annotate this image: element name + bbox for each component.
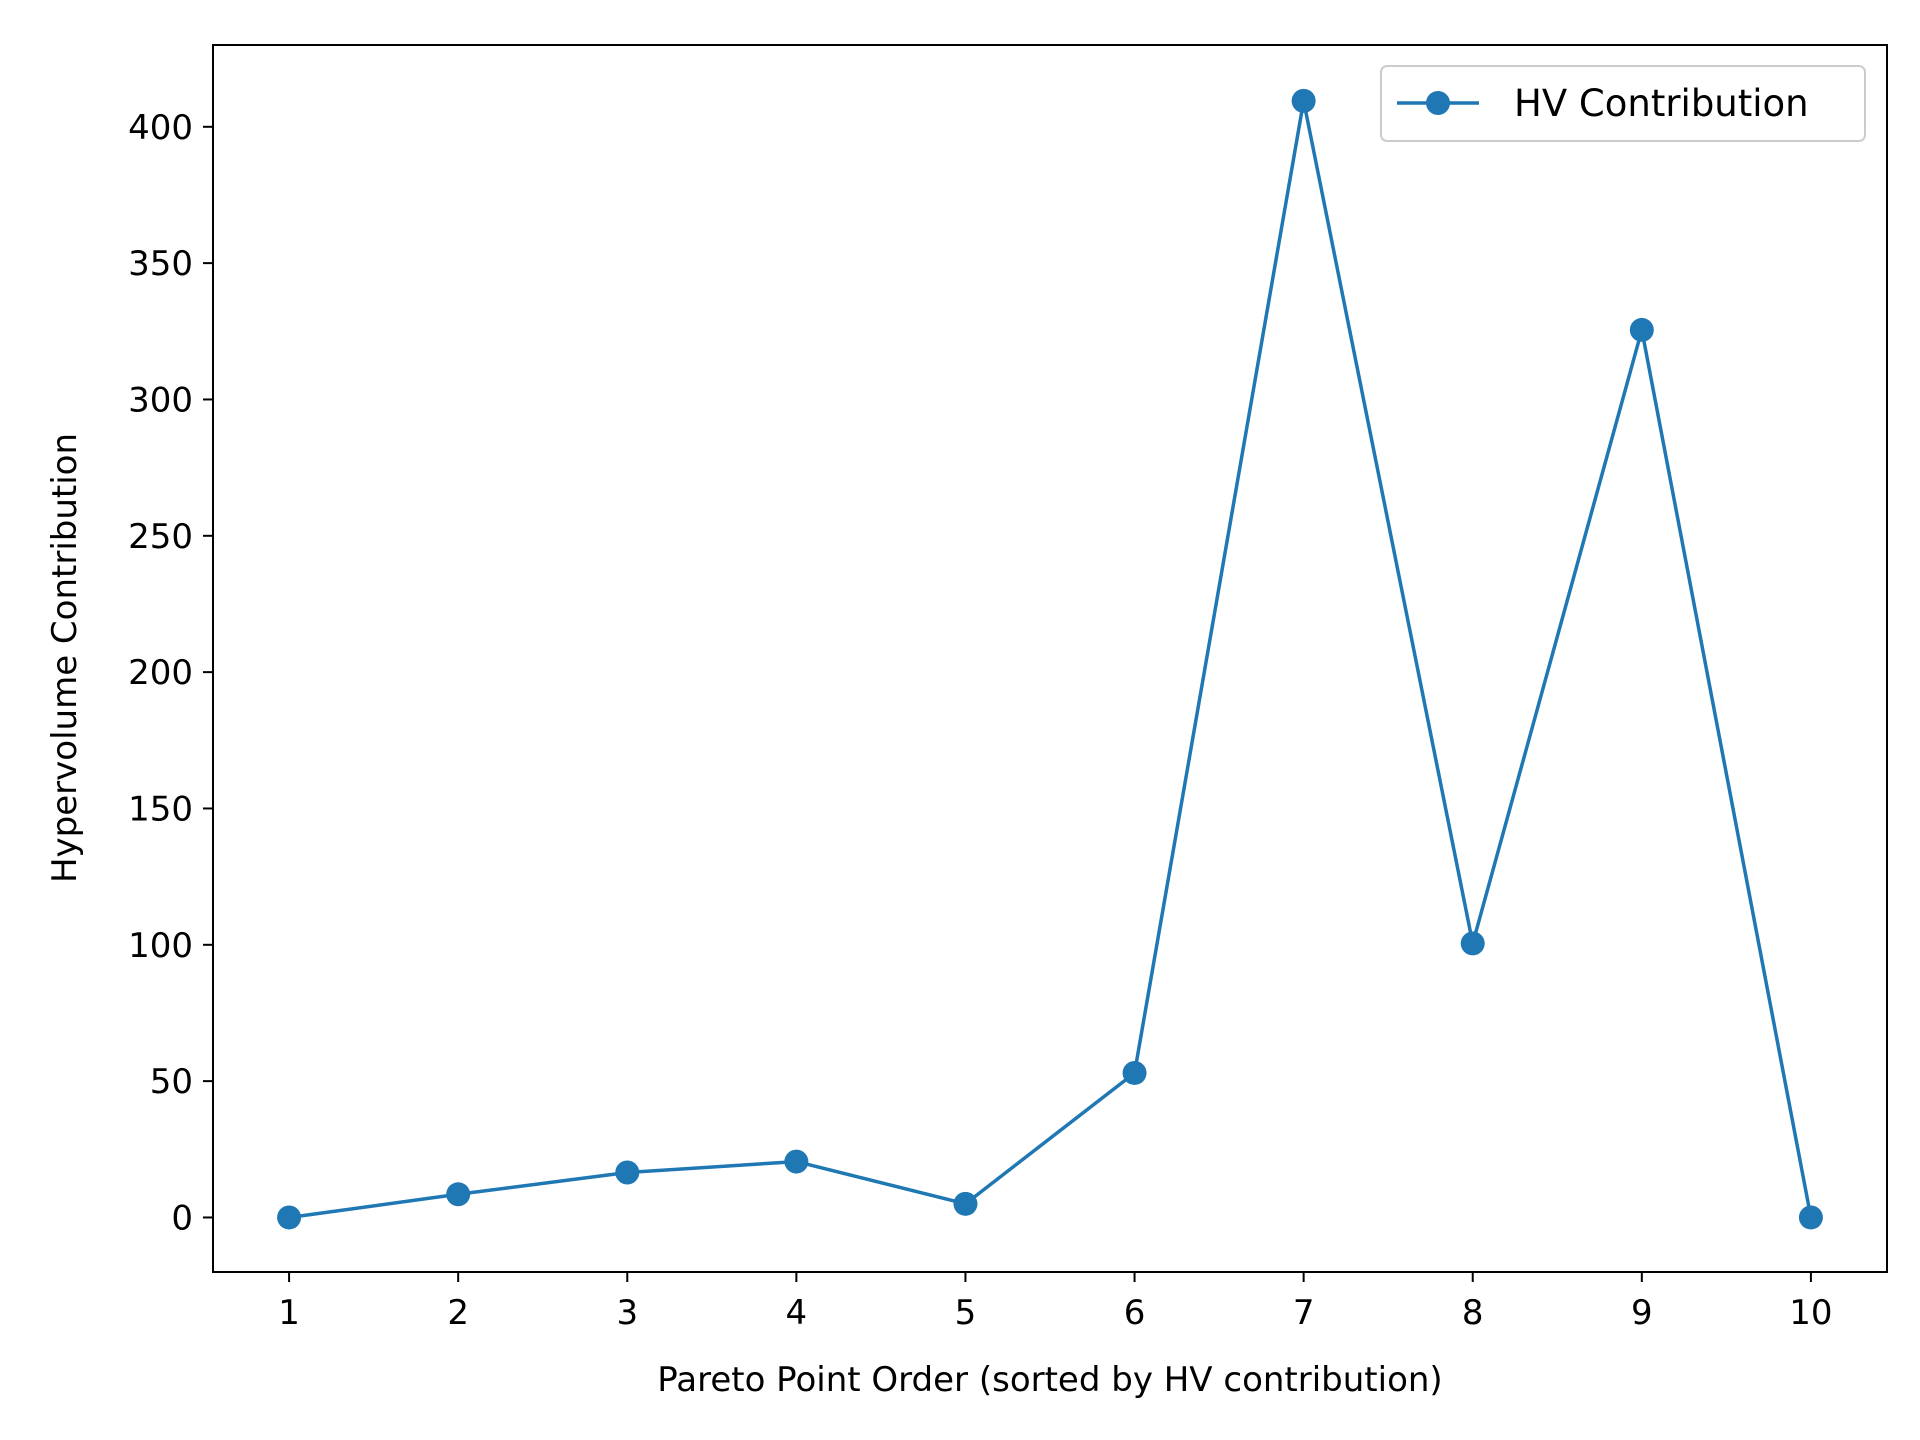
data-point <box>1629 317 1654 342</box>
y-tick-label: 150 <box>128 789 193 829</box>
legend: HV Contribution <box>1380 65 1866 142</box>
data-point <box>953 1191 978 1216</box>
y-tick-label: 350 <box>128 244 193 284</box>
x-tick-label: 8 <box>1462 1293 1484 1333</box>
y-axis-label: Hypervolume Contribution <box>45 433 85 883</box>
data-point <box>1798 1205 1823 1230</box>
data-point <box>615 1160 640 1185</box>
x-tick-label: 5 <box>955 1293 977 1333</box>
x-tick-label: 4 <box>786 1293 808 1333</box>
plot-frame <box>212 44 1888 1273</box>
data-point <box>1291 88 1316 113</box>
data-point <box>277 1205 302 1230</box>
series-line <box>288 99 1813 1220</box>
legend-series-marker <box>1426 91 1450 115</box>
x-axis-ticks: 1 2 3 4 5 6 7 8 9 10 <box>278 1272 1833 1333</box>
x-tick-label: 10 <box>1789 1293 1832 1333</box>
y-tick-label: 50 <box>150 1062 193 1102</box>
x-axis-label: Pareto Point Order (sorted by HV contrib… <box>657 1360 1442 1400</box>
y-axis-ticks: 0 50 100 150 200 250 300 350 400 <box>128 108 213 1238</box>
x-tick-label: 1 <box>278 1293 300 1333</box>
legend-box <box>1380 65 1866 142</box>
y-tick-label: 0 <box>171 1198 193 1238</box>
y-tick-label: 400 <box>128 108 193 148</box>
x-tick-label: 9 <box>1631 1293 1653 1333</box>
y-tick-label: 100 <box>128 926 193 966</box>
data-point <box>1460 931 1485 956</box>
y-tick-label: 300 <box>128 380 193 420</box>
x-tick-label: 7 <box>1293 1293 1315 1333</box>
x-tick-label: 2 <box>447 1293 469 1333</box>
legend-series-label: HV Contribution <box>1514 82 1809 125</box>
y-tick-label: 200 <box>128 653 193 693</box>
x-tick-label: 3 <box>616 1293 638 1333</box>
data-point <box>446 1182 471 1207</box>
y-tick-label: 250 <box>128 517 193 557</box>
data-point <box>784 1149 809 1174</box>
data-point <box>1122 1060 1147 1085</box>
plot-marks <box>277 88 1823 1230</box>
x-tick-label: 6 <box>1124 1293 1146 1333</box>
